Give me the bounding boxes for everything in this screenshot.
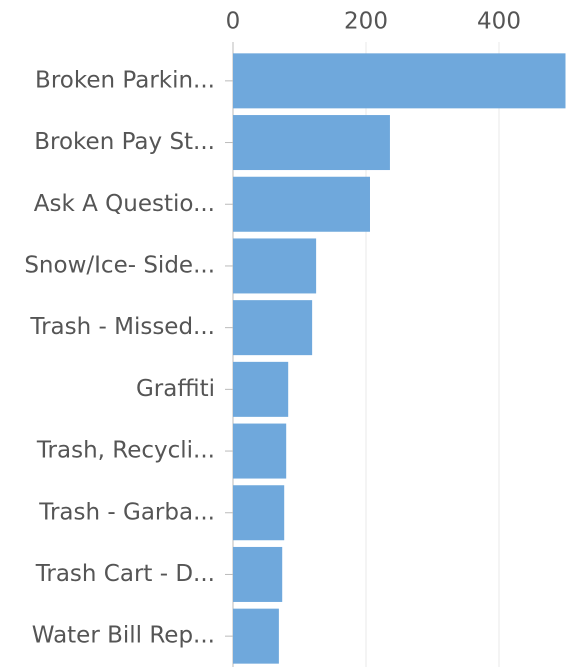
bar [233, 361, 289, 417]
bar [233, 300, 313, 356]
y-tick-label: Trash, Recycli... [36, 438, 215, 464]
bar [233, 485, 285, 541]
bar [233, 238, 317, 294]
bar [233, 546, 283, 602]
y-tick-label: Broken Pay St... [34, 129, 215, 155]
bar [233, 176, 370, 232]
y-tick-label: Broken Parkin... [35, 67, 215, 93]
x-tick-label: 400 [477, 9, 521, 35]
y-tick-label: Ask A Questio... [34, 191, 215, 217]
bar [233, 608, 279, 664]
y-tick-label: Trash - Missed... [29, 314, 215, 340]
y-tick-label: Snow/Ice- Side... [24, 252, 215, 278]
bar [233, 115, 390, 171]
y-tick-label: Graffiti [136, 376, 215, 402]
bar [233, 423, 287, 479]
x-tick-label: 200 [344, 9, 388, 35]
y-tick-label: Water Bill Rep... [32, 623, 215, 649]
y-tick-label: Trash - Garba... [38, 499, 215, 525]
bar [233, 53, 566, 109]
x-tick-label: 0 [226, 9, 241, 35]
y-tick-label: Trash Cart - D... [35, 561, 215, 587]
